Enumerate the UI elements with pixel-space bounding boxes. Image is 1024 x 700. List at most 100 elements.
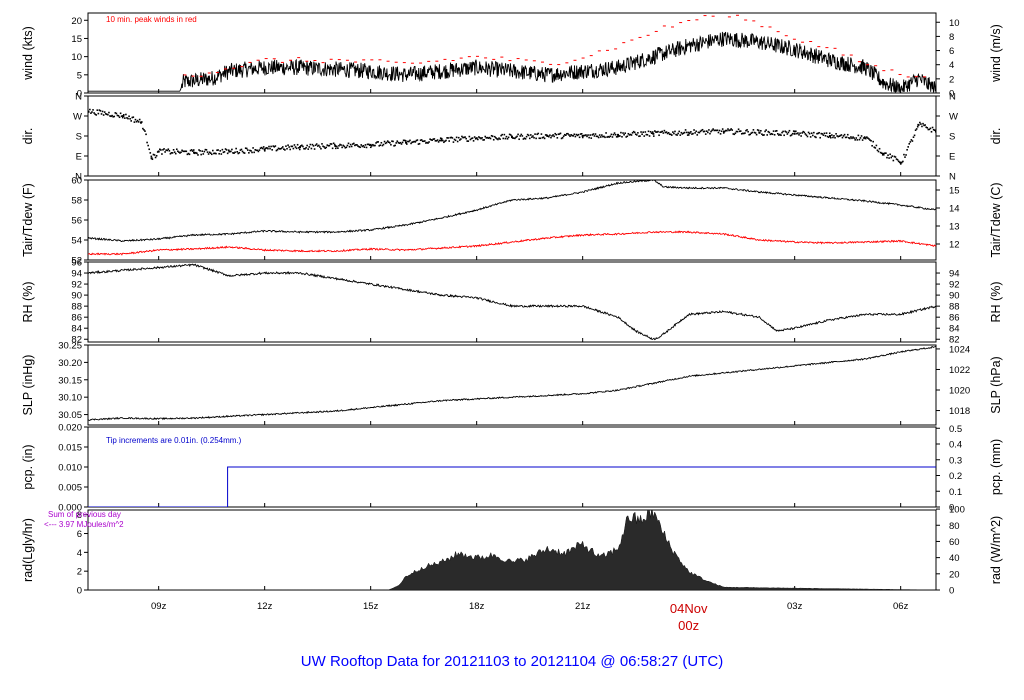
direction-point (88, 110, 89, 113)
direction-point (457, 136, 460, 139)
direction-point (921, 125, 923, 128)
direction-point (602, 135, 604, 138)
direction-point (557, 133, 560, 136)
direction-point (780, 134, 782, 137)
right-tick-label-rh: 90 (949, 291, 960, 302)
direction-point (901, 161, 903, 164)
direction-point (440, 137, 443, 140)
direction-point (374, 144, 376, 147)
right-tick-label-wind: 2 (949, 74, 954, 85)
direction-point (627, 132, 630, 135)
direction-point (275, 149, 278, 152)
direction-point (390, 143, 392, 146)
direction-point (836, 135, 838, 137)
direction-point (930, 130, 933, 133)
left-tick-label-rh: 86 (71, 313, 82, 324)
direction-point (770, 132, 773, 135)
direction-point (126, 117, 128, 119)
ylabel-left-temp: Tair/Tdew (F) (21, 183, 35, 257)
direction-point (216, 149, 218, 152)
direction-point (132, 116, 135, 118)
direction-point (917, 123, 920, 126)
direction-point (383, 140, 386, 143)
series-rh-0 (88, 263, 936, 341)
direction-point (829, 135, 831, 137)
direction-point (307, 148, 310, 150)
direction-point (664, 131, 667, 134)
direction-point (92, 109, 94, 111)
direction-point (607, 135, 609, 138)
direction-point (160, 149, 162, 151)
direction-point (205, 149, 208, 151)
direction-point (276, 148, 279, 151)
plot-area-slp (88, 345, 936, 421)
direction-point (614, 133, 617, 136)
direction-point (178, 151, 180, 153)
direction-point (793, 130, 796, 133)
left-tick-label-dir: S (76, 132, 82, 143)
direction-point (838, 135, 841, 137)
direction-point (903, 153, 905, 156)
direction-point (256, 149, 259, 152)
direction-point (539, 137, 542, 140)
direction-point (115, 112, 118, 115)
direction-point (599, 136, 602, 138)
direction-point (245, 147, 248, 150)
direction-point (849, 137, 851, 140)
direction-point (922, 122, 924, 125)
direction-point (842, 135, 845, 137)
ylabel-left-dir: dir. (21, 128, 35, 145)
direction-point (492, 138, 495, 141)
direction-point (831, 134, 833, 136)
direction-point (116, 114, 119, 117)
right-tick-label-dir: N (949, 92, 956, 103)
direction-point (935, 130, 936, 133)
direction-point (421, 140, 424, 143)
direction-point (407, 140, 409, 143)
direction-point (640, 131, 642, 133)
right-tick-label-pcp: 0 (949, 503, 954, 514)
direction-point (584, 134, 586, 137)
direction-point (381, 144, 384, 147)
direction-point (291, 145, 294, 148)
direction-point (94, 113, 96, 116)
direction-point (561, 136, 564, 139)
direction-point (929, 127, 932, 130)
direction-point (819, 136, 821, 139)
direction-point (697, 131, 700, 134)
direction-point (612, 133, 615, 136)
direction-point (544, 134, 547, 136)
direction-point (733, 133, 736, 136)
ylabel-left-rad: rad(Lgly/hr) (21, 518, 35, 582)
direction-point (696, 134, 699, 136)
direction-point (667, 131, 670, 134)
direction-point (277, 147, 280, 150)
direction-point (410, 142, 412, 145)
left-tick-label-pcp: 0.000 (58, 503, 82, 514)
direction-point (659, 131, 661, 134)
direction-point (233, 152, 235, 154)
ylabel-right-dir: dir. (989, 128, 1003, 145)
direction-point (342, 144, 344, 147)
direction-point (365, 146, 368, 149)
direction-point (538, 137, 541, 140)
direction-point (326, 144, 329, 146)
direction-point (297, 147, 300, 149)
direction-point (190, 149, 193, 151)
direction-point (424, 140, 426, 142)
direction-point (168, 150, 171, 152)
direction-point (606, 136, 608, 138)
direction-point (926, 126, 929, 129)
direction-point (905, 154, 907, 156)
direction-point (526, 133, 529, 136)
direction-point (779, 133, 781, 136)
direction-point (872, 140, 874, 143)
ylabel-left-wind: wind (kts) (21, 26, 35, 80)
direction-point (691, 133, 693, 135)
direction-point (122, 114, 125, 116)
direction-point (397, 141, 400, 144)
direction-point (154, 156, 157, 159)
direction-point (681, 133, 684, 135)
direction-point (760, 129, 762, 132)
direction-point (769, 133, 772, 136)
